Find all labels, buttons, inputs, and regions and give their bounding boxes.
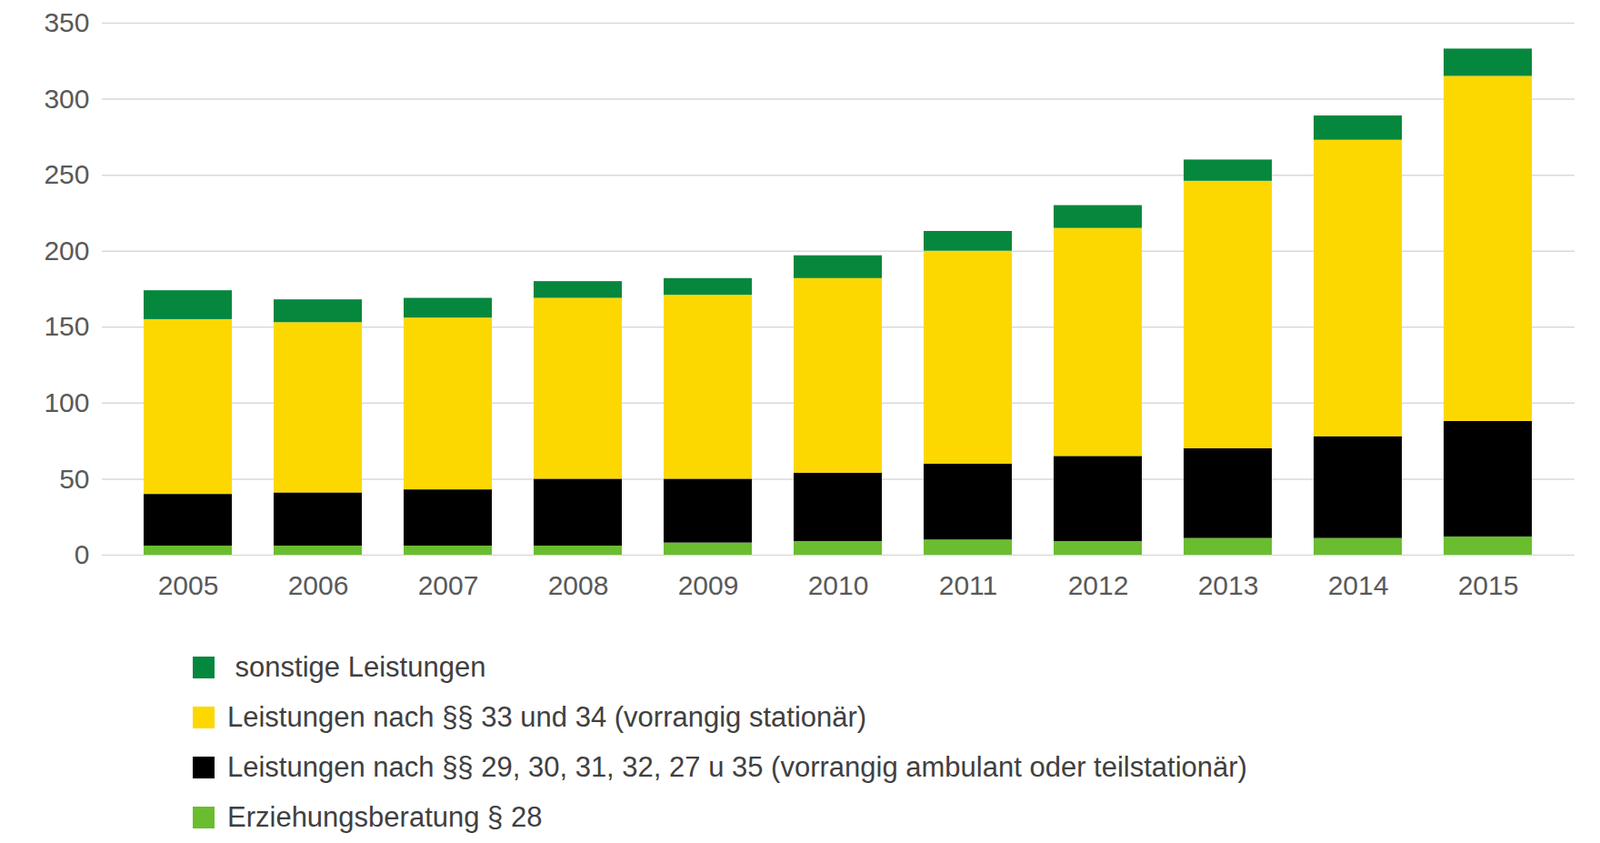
html-text:Leistungen nach §§ 33 und 34 (: Leistungen nach §§ 33 und 34 (vorrangig …	[227, 700, 867, 733]
svg-text:2007: 2007	[418, 570, 480, 600]
svg-text:200: 200	[43, 235, 90, 266]
svg-text:2006: 2006	[288, 570, 350, 600]
svg-text:150: 150	[43, 310, 90, 341]
html-text:sonstige Leistungen: sonstige Leistungen	[227, 650, 486, 683]
svg-text:2011: 2011	[939, 570, 999, 600]
svg-text:350: 350	[43, 7, 90, 38]
svg-text:250: 250	[43, 159, 90, 190]
svg-text:2005: 2005	[158, 570, 220, 600]
svg-text:300: 300	[43, 83, 90, 114]
svg-text:2012: 2012	[1068, 570, 1130, 600]
svg-text:0: 0	[74, 539, 90, 570]
svg-text:50: 50	[59, 463, 90, 494]
svg-text:100: 100	[43, 387, 90, 418]
svg-text:2009: 2009	[678, 570, 740, 600]
svg-text:2010: 2010	[808, 570, 870, 600]
svg-text:2008: 2008	[548, 570, 610, 600]
html-text:Erziehungsberatung § 28: Erziehungsberatung § 28	[227, 800, 543, 833]
svg-text:2013: 2013	[1198, 570, 1260, 600]
svg-text:2015: 2015	[1458, 570, 1520, 600]
html-text:Leistungen nach §§ 29, 30, 31,: Leistungen nach §§ 29, 30, 31, 32, 27 u …	[227, 750, 1248, 783]
svg-text:2014: 2014	[1328, 570, 1390, 600]
